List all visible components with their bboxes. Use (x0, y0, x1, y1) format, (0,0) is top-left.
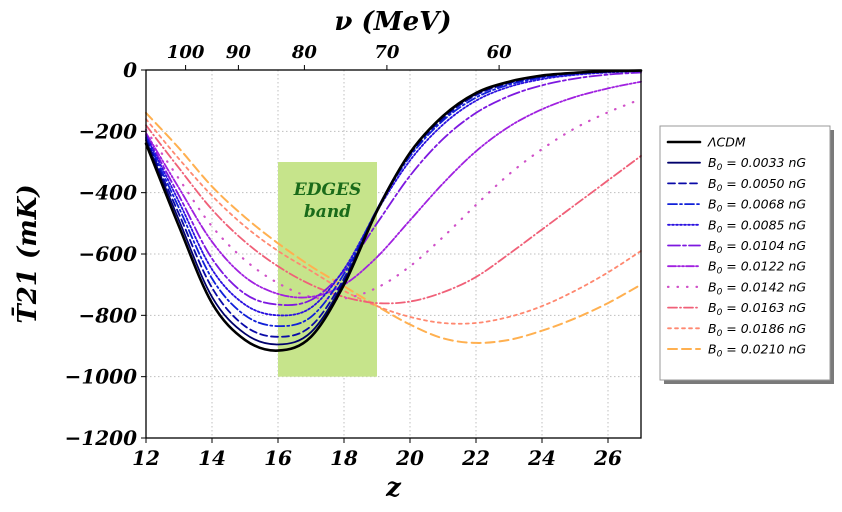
top-axis-title: ν (MeV) (334, 7, 451, 37)
series-line-7 (144, 98, 643, 301)
legend-label: B0 = 0.0210 nG (708, 342, 806, 360)
y-tick-label: 0 (123, 58, 137, 82)
x-tick-label: 20 (395, 446, 424, 470)
legend-label: B0 = 0.0068 nG (708, 197, 806, 215)
axes: 12 14 16 18 20 22 24 26 0 −200 −400 −600 −800 −1000 −1… (11, 7, 642, 503)
y-tick-label: −1000 (65, 365, 138, 389)
legend-label: ΛCDM (707, 135, 746, 150)
legend-label: B0 = 0.0163 nG (708, 300, 806, 318)
y-tick-label: −200 (78, 119, 137, 143)
top-tick-label: 60 (487, 42, 513, 63)
x-tick-label: 12 (132, 446, 160, 470)
y-axis-title: T̄21 (mK) (11, 184, 43, 323)
edges-band-label-line1: EDGES (293, 180, 361, 200)
series-line-8 (145, 124, 642, 305)
series-line-4 (145, 70, 642, 317)
top-tick-label: 80 (291, 42, 318, 63)
grid (146, 70, 641, 438)
x-tick-label: 18 (330, 446, 358, 470)
x-tick-label: 22 (461, 446, 490, 470)
top-tick-label: 100 (167, 42, 205, 63)
top-tick-label: 90 (226, 42, 252, 63)
legend-box (659, 125, 831, 381)
legend-label: B0 = 0.0142 nG (708, 279, 806, 297)
legend: ΛCDM B0 = 0.0033 nG B0 = 0.0050 nG B0 = 0.0… (659, 125, 834, 384)
x-axis-title: z (385, 473, 402, 503)
edges-band-label-line2: band (304, 202, 351, 222)
top-tick-label: 70 (374, 42, 400, 63)
legend-label: B0 = 0.0050 nG (708, 176, 806, 194)
series-line-6 (145, 80, 642, 299)
x-tick-label: 14 (198, 446, 226, 470)
series-line-5 (145, 71, 642, 306)
y-tick-label: −1200 (65, 426, 138, 450)
series-line-9 (145, 118, 642, 325)
x-tick-label: 26 (593, 446, 622, 470)
series-line-0 (144, 69, 643, 352)
x-tick-label: 24 (527, 446, 556, 470)
y-tick-label: −400 (78, 181, 137, 205)
legend-label: B0 = 0.0122 nG (708, 259, 806, 277)
legend-label: B0 = 0.0033 nG (708, 155, 806, 173)
legend-label: B0 = 0.0186 nG (708, 321, 806, 339)
legend-label: B0 = 0.0104 nG (708, 238, 806, 256)
series-lines (144, 69, 643, 352)
edges-band-rect (278, 162, 377, 377)
series-line-10 (145, 111, 642, 344)
x-tick-label: 16 (264, 446, 292, 470)
y-tick-label: −600 (78, 242, 137, 266)
legend-label: B0 = 0.0085 nG (708, 217, 806, 235)
y-tick-label: −800 (78, 303, 137, 327)
